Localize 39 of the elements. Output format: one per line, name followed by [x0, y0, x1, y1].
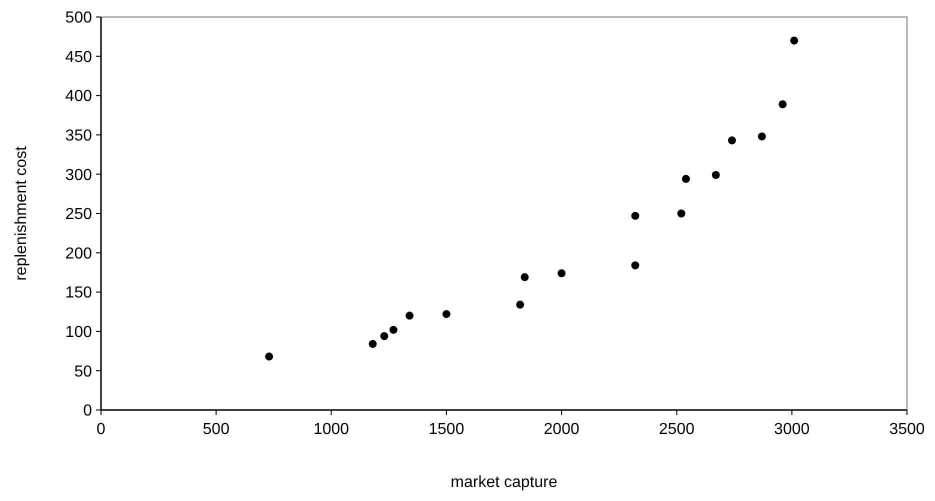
point: [442, 310, 450, 318]
x-tick-label: 1500: [428, 421, 464, 438]
y-tick-label: 250: [65, 206, 92, 224]
point: [368, 340, 377, 348]
x-tick-label: 1000: [313, 421, 350, 438]
point: [728, 136, 736, 144]
y-tick-label: 200: [65, 245, 92, 262]
point: [758, 132, 766, 140]
point: [778, 100, 787, 108]
y-tick-label: 100: [65, 324, 92, 341]
point: [389, 326, 398, 334]
point: [677, 210, 686, 218]
point: [631, 261, 640, 270]
point: [516, 300, 524, 309]
y-tick-label: 50: [74, 363, 92, 380]
y-tick-label: 350: [65, 128, 92, 144]
point: [712, 170, 720, 179]
y-tick-label: 0: [83, 402, 92, 420]
point: [380, 332, 388, 340]
x-tick-label: 3500: [889, 421, 925, 438]
x-tick-label: 2000: [544, 421, 580, 438]
point: [790, 36, 798, 45]
x-axis-title: market capture: [450, 474, 558, 491]
point: [520, 273, 529, 282]
point: [265, 352, 274, 361]
point: [558, 269, 566, 278]
x-tick-label: 500: [202, 421, 230, 438]
x-tick-label: 3000: [774, 421, 810, 438]
point: [682, 174, 690, 183]
y-tick-label: 400: [65, 88, 92, 106]
y-axis-title: replenishment cost: [13, 146, 30, 281]
point: [406, 312, 414, 320]
x-tick-label: 2500: [658, 421, 695, 438]
y-tick-label: 300: [65, 166, 92, 184]
point: [631, 212, 640, 220]
y-tick-label: 500: [65, 10, 92, 27]
y-tick-label: 450: [65, 48, 92, 66]
y-tick-label: 150: [65, 284, 92, 302]
x-tick-label: 0: [96, 421, 106, 438]
